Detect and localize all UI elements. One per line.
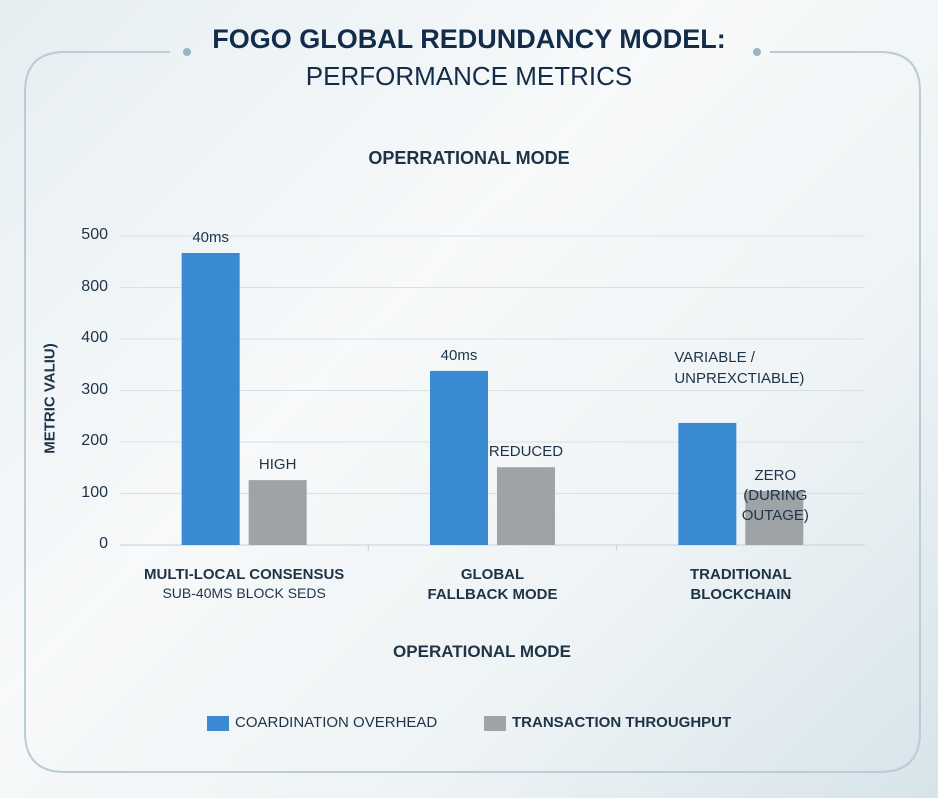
annotation: ZERO (DURING OUTAGE) xyxy=(741,466,809,524)
legend-label: COARDINATION OVERHEAD xyxy=(235,714,438,731)
legend-swatch xyxy=(484,716,506,731)
annotation: 40ms xyxy=(192,228,229,246)
x-axis-label: OPERATIONAL MODE xyxy=(393,642,571,661)
bar xyxy=(497,467,555,545)
y-tick-label: 200 xyxy=(81,432,108,449)
annotation: HIGH xyxy=(258,456,297,474)
x-tick-label: GLOBAL FALLBACK MODE xyxy=(427,566,558,603)
y-tick-label: 500 xyxy=(81,226,108,243)
bar xyxy=(745,490,804,545)
frame-dot xyxy=(183,48,191,56)
annotation: 40ms xyxy=(440,346,478,364)
legend-swatch xyxy=(207,716,229,731)
annotation: VARIABLE / UNPREXCTIABLE) xyxy=(674,348,805,387)
chart-subtitle: PERFORMANCE METRICS xyxy=(305,61,633,91)
x-tick-label: TRADITIONAL BLOCKCHAIN xyxy=(690,566,792,603)
bar xyxy=(430,370,488,545)
chart-title: FOGO GLOBAL REDUNDANCY MODEL: xyxy=(212,24,726,54)
frame xyxy=(24,51,921,773)
legend-label: TRANSACTION THROUGHPUT xyxy=(512,714,732,731)
bar xyxy=(248,480,307,545)
y-tick-label: 300 xyxy=(81,380,108,398)
y-tick-label: 400 xyxy=(81,329,108,346)
x-tick-sublabel: SUB-40MS BLOCK SEDS xyxy=(162,585,326,601)
annotation: REDUCED xyxy=(488,443,564,461)
y-tick-label: 100 xyxy=(81,483,108,501)
frame-dot xyxy=(753,48,761,56)
chart-heading: OPERRATIONAL MODE xyxy=(368,148,570,168)
bar xyxy=(678,422,737,545)
y-tick-label: 800 xyxy=(81,277,108,295)
x-tick-label: MULTI-LOCAL CONSENSUS xyxy=(144,566,345,583)
bar xyxy=(181,252,240,545)
y-tick-label: 0 xyxy=(99,535,108,552)
